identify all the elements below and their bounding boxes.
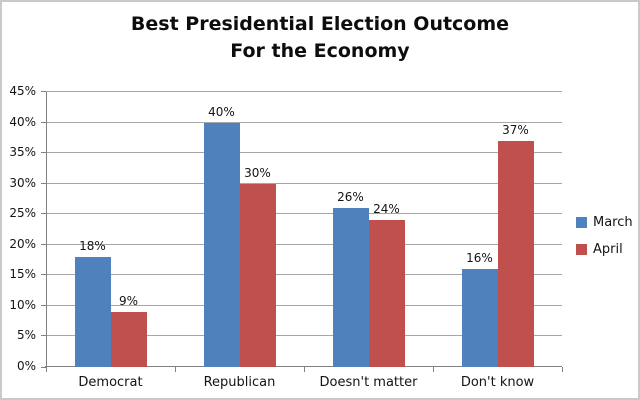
legend-swatch-march bbox=[576, 217, 587, 228]
legend-label-march: March bbox=[593, 215, 633, 230]
bar-march-republican bbox=[203, 122, 240, 367]
x-axis-tick bbox=[46, 367, 47, 372]
x-axis-category-label: Democrat bbox=[78, 375, 143, 390]
y-axis-label: 25% bbox=[9, 206, 36, 221]
x-axis-tick bbox=[175, 367, 176, 372]
gridline bbox=[46, 152, 562, 154]
gridline bbox=[46, 335, 562, 337]
legend: March April bbox=[576, 215, 633, 269]
gridline bbox=[46, 213, 562, 215]
y-axis-tick bbox=[41, 152, 46, 154]
legend-item-march: March bbox=[576, 215, 633, 230]
y-axis-tick bbox=[41, 274, 46, 276]
bar-value-label: 37% bbox=[502, 122, 529, 137]
bar-value-label: 30% bbox=[244, 165, 271, 180]
y-axis-label: 10% bbox=[9, 297, 36, 312]
gridline bbox=[46, 304, 562, 306]
legend-item-april: April bbox=[576, 242, 633, 257]
bar-value-label: 16% bbox=[466, 251, 493, 266]
bar-march-democrat bbox=[74, 257, 111, 367]
y-axis-label: 45% bbox=[9, 84, 36, 98]
chart-title-line-1: Best Presidential Election Outcome bbox=[130, 13, 510, 35]
x-axis-tick bbox=[562, 367, 563, 372]
gridline bbox=[46, 243, 562, 245]
y-axis-line bbox=[46, 92, 47, 367]
y-axis-tick bbox=[41, 304, 46, 306]
x-axis-category-label: Don't know bbox=[460, 375, 535, 390]
y-axis-tick bbox=[41, 121, 46, 123]
bar-value-label: 9% bbox=[118, 294, 139, 308]
y-axis-label: 35% bbox=[9, 145, 36, 160]
bar-march-doesn-t-matter bbox=[332, 208, 369, 367]
y-axis-label: 40% bbox=[9, 114, 36, 129]
y-axis-label: 5% bbox=[16, 328, 36, 343]
x-axis-category-label: Doesn't matter bbox=[319, 375, 418, 390]
gridline bbox=[46, 182, 562, 184]
chart-title-line-2: For the Economy bbox=[230, 40, 410, 62]
bar-april-republican bbox=[239, 183, 276, 367]
y-axis-tick bbox=[41, 243, 46, 245]
y-axis-tick bbox=[41, 213, 46, 215]
y-axis-tick bbox=[41, 335, 46, 337]
y-axis-label: 20% bbox=[9, 236, 36, 251]
chart-title: Best Presidential Election Outcome For t… bbox=[2, 11, 638, 65]
x-axis-tick bbox=[304, 367, 305, 372]
y-axis-tick bbox=[41, 367, 46, 368]
y-axis-label: 30% bbox=[9, 175, 36, 190]
plot-area: 0% 5% 10% 15% 20% 25% 30% 35% 40% 45% 18% 9% Democra… bbox=[9, 84, 563, 390]
y-axis-tick bbox=[41, 182, 46, 184]
y-axis-label: 15% bbox=[9, 267, 36, 282]
legend-label-april: April bbox=[593, 242, 623, 257]
bar-value-label: 18% bbox=[79, 239, 106, 253]
bar-april-doesn-t-matter bbox=[368, 220, 405, 367]
y-axis-label: 0% bbox=[16, 359, 36, 373]
gridline bbox=[46, 91, 562, 92]
x-axis-line bbox=[45, 366, 562, 367]
bar-march-don-t-know bbox=[461, 269, 498, 367]
gridline bbox=[46, 121, 562, 123]
gridline bbox=[46, 274, 562, 276]
bar-april-don-t-know bbox=[497, 140, 534, 367]
bar-april-democrat bbox=[110, 312, 147, 367]
bar-value-label: 26% bbox=[337, 190, 364, 205]
legend-swatch-april bbox=[576, 244, 587, 255]
bar-value-label: 24% bbox=[373, 202, 400, 217]
bar-value-label: 40% bbox=[208, 104, 235, 119]
x-axis-tick bbox=[433, 367, 434, 372]
y-axis-tick bbox=[41, 91, 46, 92]
x-axis-category-label: Republican bbox=[203, 375, 276, 390]
